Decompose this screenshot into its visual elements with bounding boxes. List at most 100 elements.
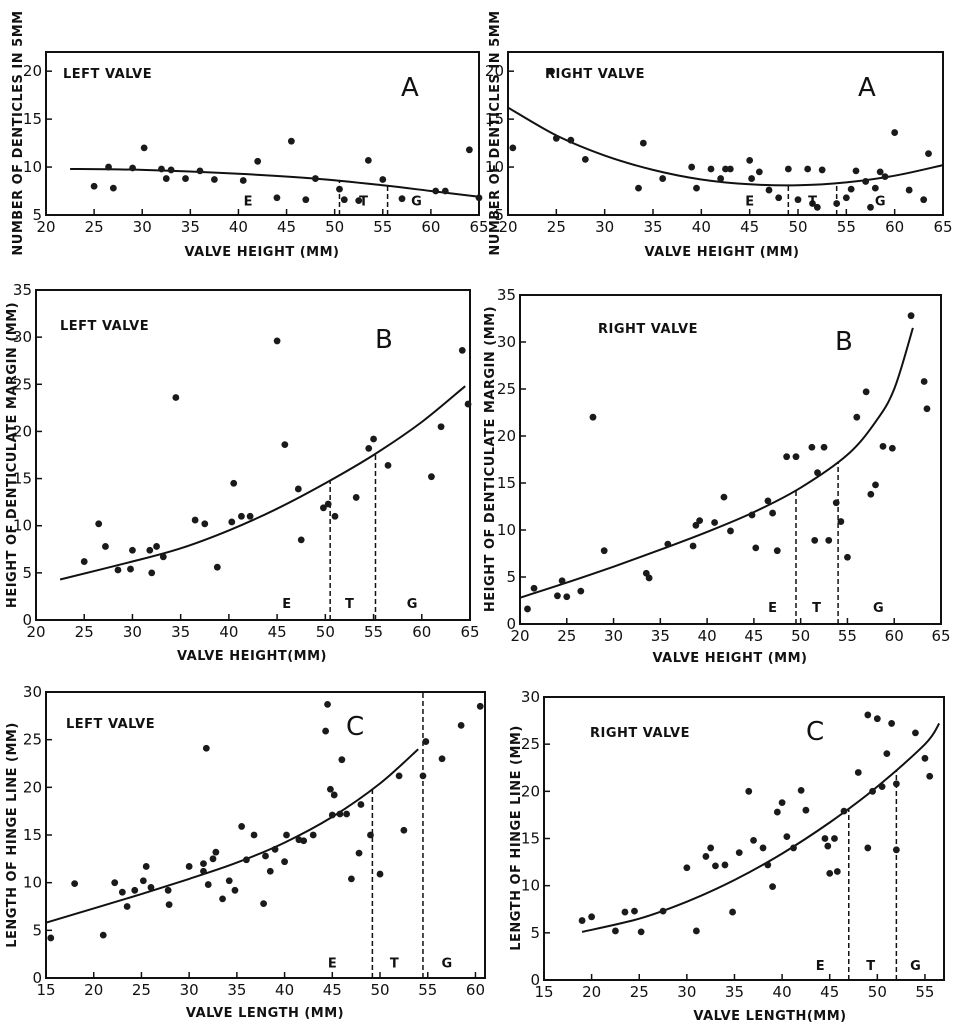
data-point (330, 791, 338, 799)
data-point (769, 883, 776, 891)
data-point (746, 156, 754, 164)
data-point (340, 196, 348, 204)
x-tick-label: 30 (604, 627, 623, 645)
data-point (324, 700, 331, 708)
x-tick-label: 50 (788, 218, 807, 236)
y-tick-label: 5 (506, 568, 516, 586)
data-point (881, 173, 889, 181)
data-point (437, 423, 445, 431)
data-point (129, 546, 136, 554)
data-point (162, 175, 170, 182)
data-point (637, 928, 645, 936)
y-tick-label: 20 (13, 422, 32, 440)
data-point (395, 772, 403, 780)
x-tick-label: 20 (36, 218, 55, 236)
y-tick-label: 15 (23, 110, 42, 128)
y-tick-label: 5 (530, 924, 540, 942)
plot-frame (507, 51, 944, 216)
data-point (271, 845, 279, 853)
data-point (254, 157, 262, 165)
data-point (219, 895, 226, 903)
y-tick-label: 25 (13, 375, 32, 393)
plot-frame (45, 51, 480, 216)
x-tick-label: 50 (325, 218, 344, 236)
data-point (294, 485, 302, 493)
y-tick-label: 10 (23, 158, 42, 176)
data-point (639, 139, 647, 147)
data-point (588, 913, 596, 921)
x-tick-label: 15 (534, 983, 553, 1001)
data-point (352, 494, 360, 501)
y-tick-label: 25 (497, 380, 516, 398)
plot-frame (45, 691, 486, 979)
data-point (326, 785, 334, 793)
panel-letter: A (858, 73, 876, 103)
data-point (357, 801, 365, 808)
panel-left-a: 20 25 30 35 40 45 50 55 60 65 5 10 15 20 E T G LEFT VAL… (11, 10, 489, 260)
x-tick-label: 30 (677, 983, 696, 1001)
data-point (878, 783, 886, 791)
data-point (558, 577, 566, 585)
data-point (748, 175, 755, 182)
x-tick-label: 65 (933, 218, 952, 236)
data-point (854, 769, 862, 776)
data-point (302, 196, 310, 204)
data-point (230, 479, 238, 487)
data-point (837, 518, 845, 525)
y-tick-label: 10 (23, 874, 42, 892)
x-tick-label: 20 (582, 983, 601, 1001)
data-point (201, 520, 209, 528)
data-point (196, 167, 204, 175)
x-tick-label: 25 (547, 218, 566, 236)
data-point (818, 166, 826, 174)
data-point (422, 738, 430, 745)
x-axis-label: VALVE HEIGHT(MM) (177, 649, 327, 664)
data-point (441, 187, 449, 195)
y-tick-label: 5 (32, 206, 42, 224)
x-tick-label: 65 (931, 627, 950, 645)
x-tick-label: 40 (692, 218, 711, 236)
x-tick-label: 50 (370, 981, 389, 999)
x-tick-label: 55 (838, 627, 857, 645)
zone-label: E (244, 195, 253, 210)
data-point (336, 810, 344, 818)
data-point (689, 542, 697, 550)
y-tick-label: 20 (497, 427, 516, 445)
data-point (509, 144, 517, 152)
data-point (262, 852, 269, 860)
zone-label: G (407, 597, 418, 612)
data-point (631, 907, 638, 915)
data-point (376, 870, 384, 878)
y-tick-label: 20 (23, 778, 42, 796)
data-point (721, 861, 729, 869)
data-point (300, 837, 308, 845)
data-point (324, 500, 332, 508)
x-tick-label: 35 (643, 218, 662, 236)
y-tick-label: 20 (521, 782, 540, 800)
data-point (524, 605, 531, 613)
data-point (711, 519, 718, 526)
data-point (577, 587, 585, 595)
data-point (552, 134, 560, 142)
data-point (153, 543, 160, 550)
x-tick-label: 25 (75, 623, 94, 641)
data-point (920, 378, 928, 385)
data-point (892, 780, 900, 788)
data-point (146, 546, 154, 554)
data-point (783, 453, 791, 461)
data-point (905, 186, 913, 194)
x-tick-label: 55 (418, 981, 437, 999)
data-point (750, 836, 757, 844)
panel-left-b: 20 25 30 35 40 45 50 55 60 65 0 5 10 15 20 25 30 35 E T G L… (5, 281, 480, 664)
data-point (717, 175, 725, 182)
y-tick-label: 30 (497, 333, 516, 351)
x-tick-label: 20 (26, 623, 45, 641)
data-point (238, 823, 246, 830)
data-point (826, 870, 834, 877)
y-axis-label: NUMBER OF DENTICLES IN 5MM (488, 10, 503, 255)
data-point (797, 786, 805, 794)
data-point (864, 844, 872, 852)
data-point (808, 443, 816, 451)
data-point (287, 137, 295, 145)
zone-label: E (768, 601, 777, 616)
